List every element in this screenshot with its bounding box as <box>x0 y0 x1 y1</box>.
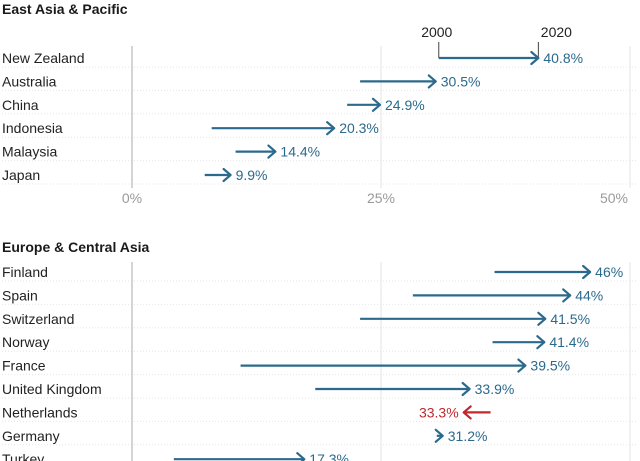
value-label: 41.4% <box>549 334 589 350</box>
value-label: 33.3% <box>419 404 459 420</box>
country-label: Turkey <box>2 451 44 461</box>
country-label: Norway <box>2 334 49 350</box>
country-label: France <box>2 358 46 374</box>
country-label: Malaysia <box>2 144 57 160</box>
country-label: Indonesia <box>2 120 63 136</box>
arrow-head <box>296 452 306 461</box>
country-label: Japan <box>2 167 40 183</box>
arrow-head <box>517 358 527 373</box>
value-label: 33.9% <box>475 381 515 397</box>
value-label: 24.9% <box>385 97 425 113</box>
value-label: 39.5% <box>530 358 570 374</box>
panel-title: East Asia & Pacific <box>2 1 128 17</box>
value-label: 9.9% <box>236 167 268 183</box>
country-label: Switzerland <box>2 311 74 327</box>
country-label: United Kingdom <box>2 381 102 397</box>
value-label: 31.2% <box>448 428 488 444</box>
arrow-head <box>434 428 444 443</box>
value-label: 30.5% <box>441 73 481 89</box>
arrow-head <box>371 97 382 112</box>
arrow-head <box>562 288 572 303</box>
year-end-label: 2020 <box>541 24 572 40</box>
arrow-head <box>326 121 336 136</box>
x-tick-label: 50% <box>600 190 628 206</box>
value-label: 14.4% <box>280 144 320 160</box>
arrow-head <box>427 74 437 89</box>
year-start-label: 2000 <box>421 24 452 40</box>
country-label: China <box>2 97 39 113</box>
country-label: Finland <box>2 264 48 280</box>
value-label: 40.8% <box>543 50 583 66</box>
arrow-head <box>536 335 546 350</box>
x-tick-label: 0% <box>122 190 142 206</box>
value-label: 17.3% <box>309 451 349 461</box>
panel-title: Europe & Central Asia <box>2 239 150 255</box>
arrow-head <box>537 311 547 326</box>
value-label: 46% <box>595 264 623 280</box>
arrow-head <box>462 405 472 420</box>
arrow-head <box>267 144 277 159</box>
country-label: Australia <box>2 73 57 89</box>
value-label: 41.5% <box>550 311 590 327</box>
country-label: Spain <box>2 287 38 303</box>
country-label: New Zealand <box>2 50 85 66</box>
country-label: Netherlands <box>2 404 78 420</box>
x-tick-label: 25% <box>367 190 395 206</box>
arrow-head <box>461 381 471 397</box>
value-label: 44% <box>575 287 603 303</box>
arrow-head <box>582 264 592 280</box>
value-label: 20.3% <box>339 120 379 136</box>
country-label: Germany <box>2 428 60 444</box>
arrow-head <box>222 167 232 183</box>
arrow-head <box>530 50 540 66</box>
